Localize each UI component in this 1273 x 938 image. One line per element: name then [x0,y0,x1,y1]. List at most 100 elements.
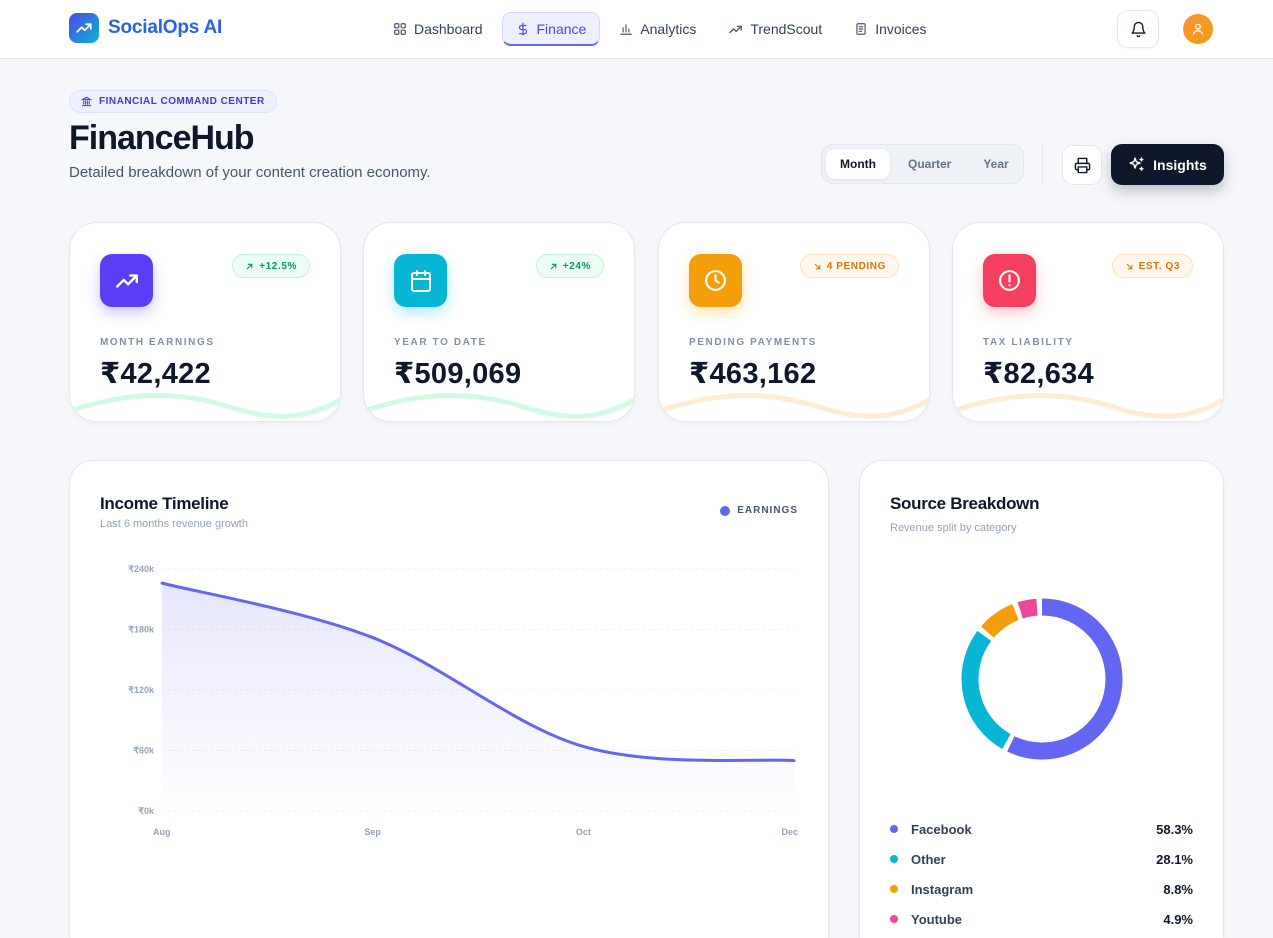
bell-icon [1130,21,1146,37]
earnings-area [162,583,794,811]
trend-icon [729,25,743,33]
y-tick-label: ₹0k [138,806,155,816]
stat-card-tax-liability: EST. Q3 TAX LIABILITY ₹82,634 [952,222,1224,422]
nav-label: TrendScout [750,21,823,37]
income-timeline-panel: Income Timeline Last 6 months revenue gr… [69,460,829,938]
clock-icon [689,254,742,307]
stat-label: MONTH EARNINGS [100,337,215,348]
y-tick-label: ₹240k [128,564,155,574]
y-tick-label: ₹60k [133,746,155,756]
income-area-chart: ₹0k ₹60k ₹120k ₹180k ₹240k Aug Sep Oct Dec [128,564,798,837]
stat-value: ₹509,069 [394,358,522,390]
user-icon [1192,23,1204,35]
stat-card-year-to-date: +24% YEAR TO DATE ₹509,069 [363,222,635,422]
panel-title: Income Timeline [100,494,229,513]
period-quarter-button[interactable]: Quarter [907,157,952,171]
panel-subtitle: Revenue split by category [890,522,1017,534]
nav-label: Dashboard [414,21,483,37]
source-percent: 4.9% [1163,911,1193,927]
legend-dot [890,825,898,833]
chart-legend: EARNINGS [720,505,798,516]
user-avatar[interactable] [1183,14,1213,44]
growth-badge: +24% [535,254,604,278]
arrow-up-right-icon [550,263,557,269]
panel-subtitle: Last 6 months revenue growth [100,518,248,530]
period-year-button[interactable]: Year [983,157,1009,171]
print-button[interactable] [1062,145,1102,185]
source-name: Other [911,851,946,867]
decorative-wave [659,392,929,419]
main-nav: Dashboard Finance Analytics TrendScout I… [380,12,940,46]
nav-label: Analytics [640,21,697,37]
sparkles-icon [1129,157,1144,171]
panel-title: Source Breakdown [890,494,1040,513]
estimate-badge: EST. Q3 [1111,254,1193,278]
earnings-series-line [160,581,796,763]
nav-item-analytics[interactable]: Analytics [606,12,709,46]
source-name: Youtube [911,911,963,927]
growth-badge: +12.5% [232,254,310,278]
trend-logo-icon [69,13,99,43]
insights-label: Insights [1153,156,1207,173]
decorative-wave [953,392,1223,419]
x-tick-label: Sep [364,827,381,837]
toolbar-divider [1042,146,1043,184]
source-percent: 58.3% [1156,821,1193,837]
stat-label: TAX LIABILITY [983,337,1074,348]
insights-button[interactable]: Insights [1111,144,1224,185]
source-breakdown-panel: Source Breakdown Revenue split by catego… [859,460,1224,938]
grid-icon [394,23,406,35]
calendar-icon [394,254,447,307]
nav-item-dashboard[interactable]: Dashboard [380,12,496,46]
arrow-up-right-icon [246,263,253,269]
source-name: Facebook [911,821,972,837]
list-item: Facebook 58.3% [890,814,1193,844]
source-name: Instagram [911,881,974,897]
y-tick-label: ₹180k [128,625,155,635]
period-selector: Month Quarter Year [821,144,1024,184]
nav-item-finance[interactable]: Finance [501,12,601,46]
decorative-wave [70,392,340,419]
donut-slice-other [961,630,1011,749]
nav-label: Finance [536,20,587,37]
x-tick-label: Dec [781,827,798,837]
bank-icon [81,96,92,107]
legend-label: EARNINGS [737,505,798,516]
source-donut-chart [961,598,1123,760]
donut-slice-facebook [1007,598,1123,760]
source-percent: 28.1% [1156,851,1193,867]
legend-dot [720,505,731,516]
list-item: Youtube 4.9% [890,904,1193,934]
legend-dot [890,915,898,923]
stat-label: YEAR TO DATE [394,337,487,348]
app-name: SocialOps AI [108,17,223,38]
document-icon [856,23,866,35]
list-item: Instagram 8.8% [890,874,1193,904]
section-pill: FINANCIAL COMMAND CENTER [69,90,277,113]
x-tick-label: Aug [153,827,171,837]
donut-slice-youtube [1017,598,1038,619]
page-subtitle: Detailed breakdown of your content creat… [69,164,431,181]
trending-up-icon [100,254,153,307]
section-pill-label: FINANCIAL COMMAND CENTER [99,96,265,107]
decorative-wave [364,392,634,419]
nav-item-invoices[interactable]: Invoices [841,12,939,46]
x-tick-label: Oct [576,827,591,837]
nav-label: Invoices [875,21,927,37]
stat-label: PENDING PAYMENTS [689,337,817,348]
legend-dot [890,885,898,893]
stat-value: ₹42,422 [100,358,211,390]
notifications-button[interactable] [1117,10,1159,48]
stat-value: ₹82,634 [983,358,1094,390]
stat-card-month-earnings: +12.5% MONTH EARNINGS ₹42,422 [69,222,341,422]
stat-value: ₹463,162 [689,358,817,390]
arrow-down-right-icon [1126,263,1132,269]
arrow-down-right-icon [814,263,820,269]
app-logo[interactable]: SocialOps AI [69,13,222,43]
top-navbar: SocialOps AI Dashboard Finance Analytics… [0,0,1273,59]
nav-item-trendscout[interactable]: TrendScout [715,12,835,46]
source-percent: 8.8% [1163,881,1193,897]
donut-slice-instagram [980,604,1019,638]
period-month-button[interactable]: Month [826,149,890,179]
bar-chart-icon [620,24,633,35]
